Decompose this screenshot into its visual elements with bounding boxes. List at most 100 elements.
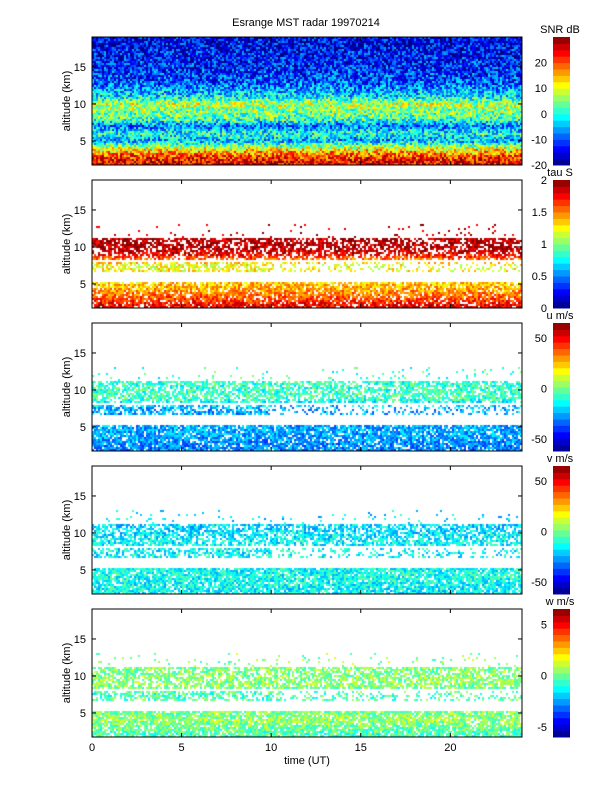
colorbar-segment [553, 348, 570, 356]
colorbar-segment [553, 75, 570, 83]
colorbar-segment [553, 212, 570, 219]
colorbar-segment [553, 634, 570, 642]
colorbar-tick-label: -10 [531, 134, 547, 146]
colorbar-segment [553, 628, 570, 636]
colorbar-segment [553, 145, 570, 153]
colorbar-segment [553, 367, 570, 375]
colorbar-segment [553, 698, 570, 706]
colorbar-segment [553, 301, 570, 309]
colorbar-segment [553, 472, 570, 480]
y-axis-label: altitude (km) [61, 214, 73, 275]
axes-frame [91, 36, 523, 166]
colorbar-segment [553, 399, 570, 407]
colorbar-tick-label: 50 [535, 333, 547, 345]
y-tick-label: 10 [74, 385, 86, 397]
y-tick-label: 10 [74, 242, 86, 254]
colorbar-segment [553, 43, 570, 51]
colorbar-segment [553, 180, 570, 187]
heatmap-tau [92, 180, 522, 308]
colorbar-segment [553, 510, 570, 518]
colorbar-tick-label: 20 [535, 58, 547, 70]
colorbar-segment [553, 37, 570, 44]
colorbar-segment [553, 568, 570, 576]
colorbar-tick-label: -20 [531, 160, 547, 172]
colorbar-segment [553, 621, 570, 629]
colorbar-label: w m/s [545, 596, 575, 608]
colorbar-segment [553, 717, 570, 725]
colorbar-segment [553, 641, 570, 648]
colorbar-segment [553, 562, 570, 569]
axes-frame [91, 465, 523, 595]
colorbar-segment [553, 158, 570, 166]
axes-frame [91, 608, 523, 738]
colorbar-segment [553, 555, 570, 563]
colorbar-segment [553, 81, 570, 89]
colorbar-segment [553, 269, 570, 277]
colorbar-segment [553, 88, 570, 96]
colorbar-segment [553, 139, 570, 147]
colorbar-segment [553, 431, 570, 439]
colorbar-segment [553, 393, 570, 401]
colorbar-segment [553, 425, 570, 433]
colorbar-segment [553, 56, 570, 64]
y-tick-label: 5 [80, 708, 86, 720]
colorbar-segment [553, 705, 570, 712]
colorbar-segment [553, 679, 570, 687]
heatmap-v [92, 466, 522, 594]
colorbar-segment [553, 615, 570, 623]
colorbar-segment [553, 107, 570, 115]
colorbar-segment [553, 549, 570, 557]
colorbar-segment [553, 574, 570, 582]
colorbar-segment [553, 536, 570, 544]
colorbar-label: u m/s [547, 310, 574, 322]
colorbar-tick-label: 1.5 [532, 207, 547, 219]
y-tick-label: 10 [74, 671, 86, 683]
colorbar-segment [553, 218, 570, 226]
colorbar-segment [553, 329, 570, 337]
colorbar-segment [553, 355, 570, 362]
colorbar-segment [553, 660, 570, 668]
colorbar-segment [553, 192, 570, 200]
colorbar-segment [553, 517, 570, 525]
colorbar-segment [553, 120, 570, 128]
colorbar-segment [553, 199, 570, 207]
y-tick-label: 15 [74, 205, 86, 217]
colorbar-segment [553, 478, 570, 486]
colorbar-segment [553, 419, 570, 426]
colorbar-segment [553, 186, 570, 194]
axes-frame [91, 179, 523, 309]
colorbar-segment [553, 724, 570, 732]
colorbar-segment [553, 466, 570, 473]
colorbar-segment [553, 205, 570, 213]
y-tick-label: 5 [80, 136, 86, 148]
colorbar-tick-label: 10 [535, 83, 547, 95]
heatmap-u [92, 323, 522, 451]
colorbar-segment [553, 380, 570, 388]
colorbar-segment [553, 542, 570, 550]
y-axis-label: altitude (km) [61, 643, 73, 704]
colorbar-segment [553, 444, 570, 452]
colorbar-label: tau S [547, 167, 573, 179]
x-axis-label: time (UT) [284, 755, 330, 767]
colorbar-tick-label: -50 [531, 577, 547, 589]
colorbar-segment [553, 295, 570, 303]
colorbar-segment [553, 711, 570, 719]
colorbar-segment [553, 101, 570, 108]
colorbar-segment [553, 244, 570, 251]
colorbar-segment [553, 438, 570, 446]
colorbar-tick-label: 0 [541, 109, 547, 121]
colorbar-segment [553, 323, 570, 330]
x-tick-label: 0 [89, 742, 95, 754]
colorbar-segment [553, 237, 570, 245]
colorbar-tick-label: -50 [531, 434, 547, 446]
y-tick-label: 10 [74, 528, 86, 540]
colorbar-tick-label: 0.5 [532, 271, 547, 283]
colorbar-segment [553, 523, 570, 531]
colorbar-segment [553, 263, 570, 271]
colorbar-segment [553, 673, 570, 680]
colorbar-segment [553, 288, 570, 296]
colorbar-segment [553, 276, 570, 283]
